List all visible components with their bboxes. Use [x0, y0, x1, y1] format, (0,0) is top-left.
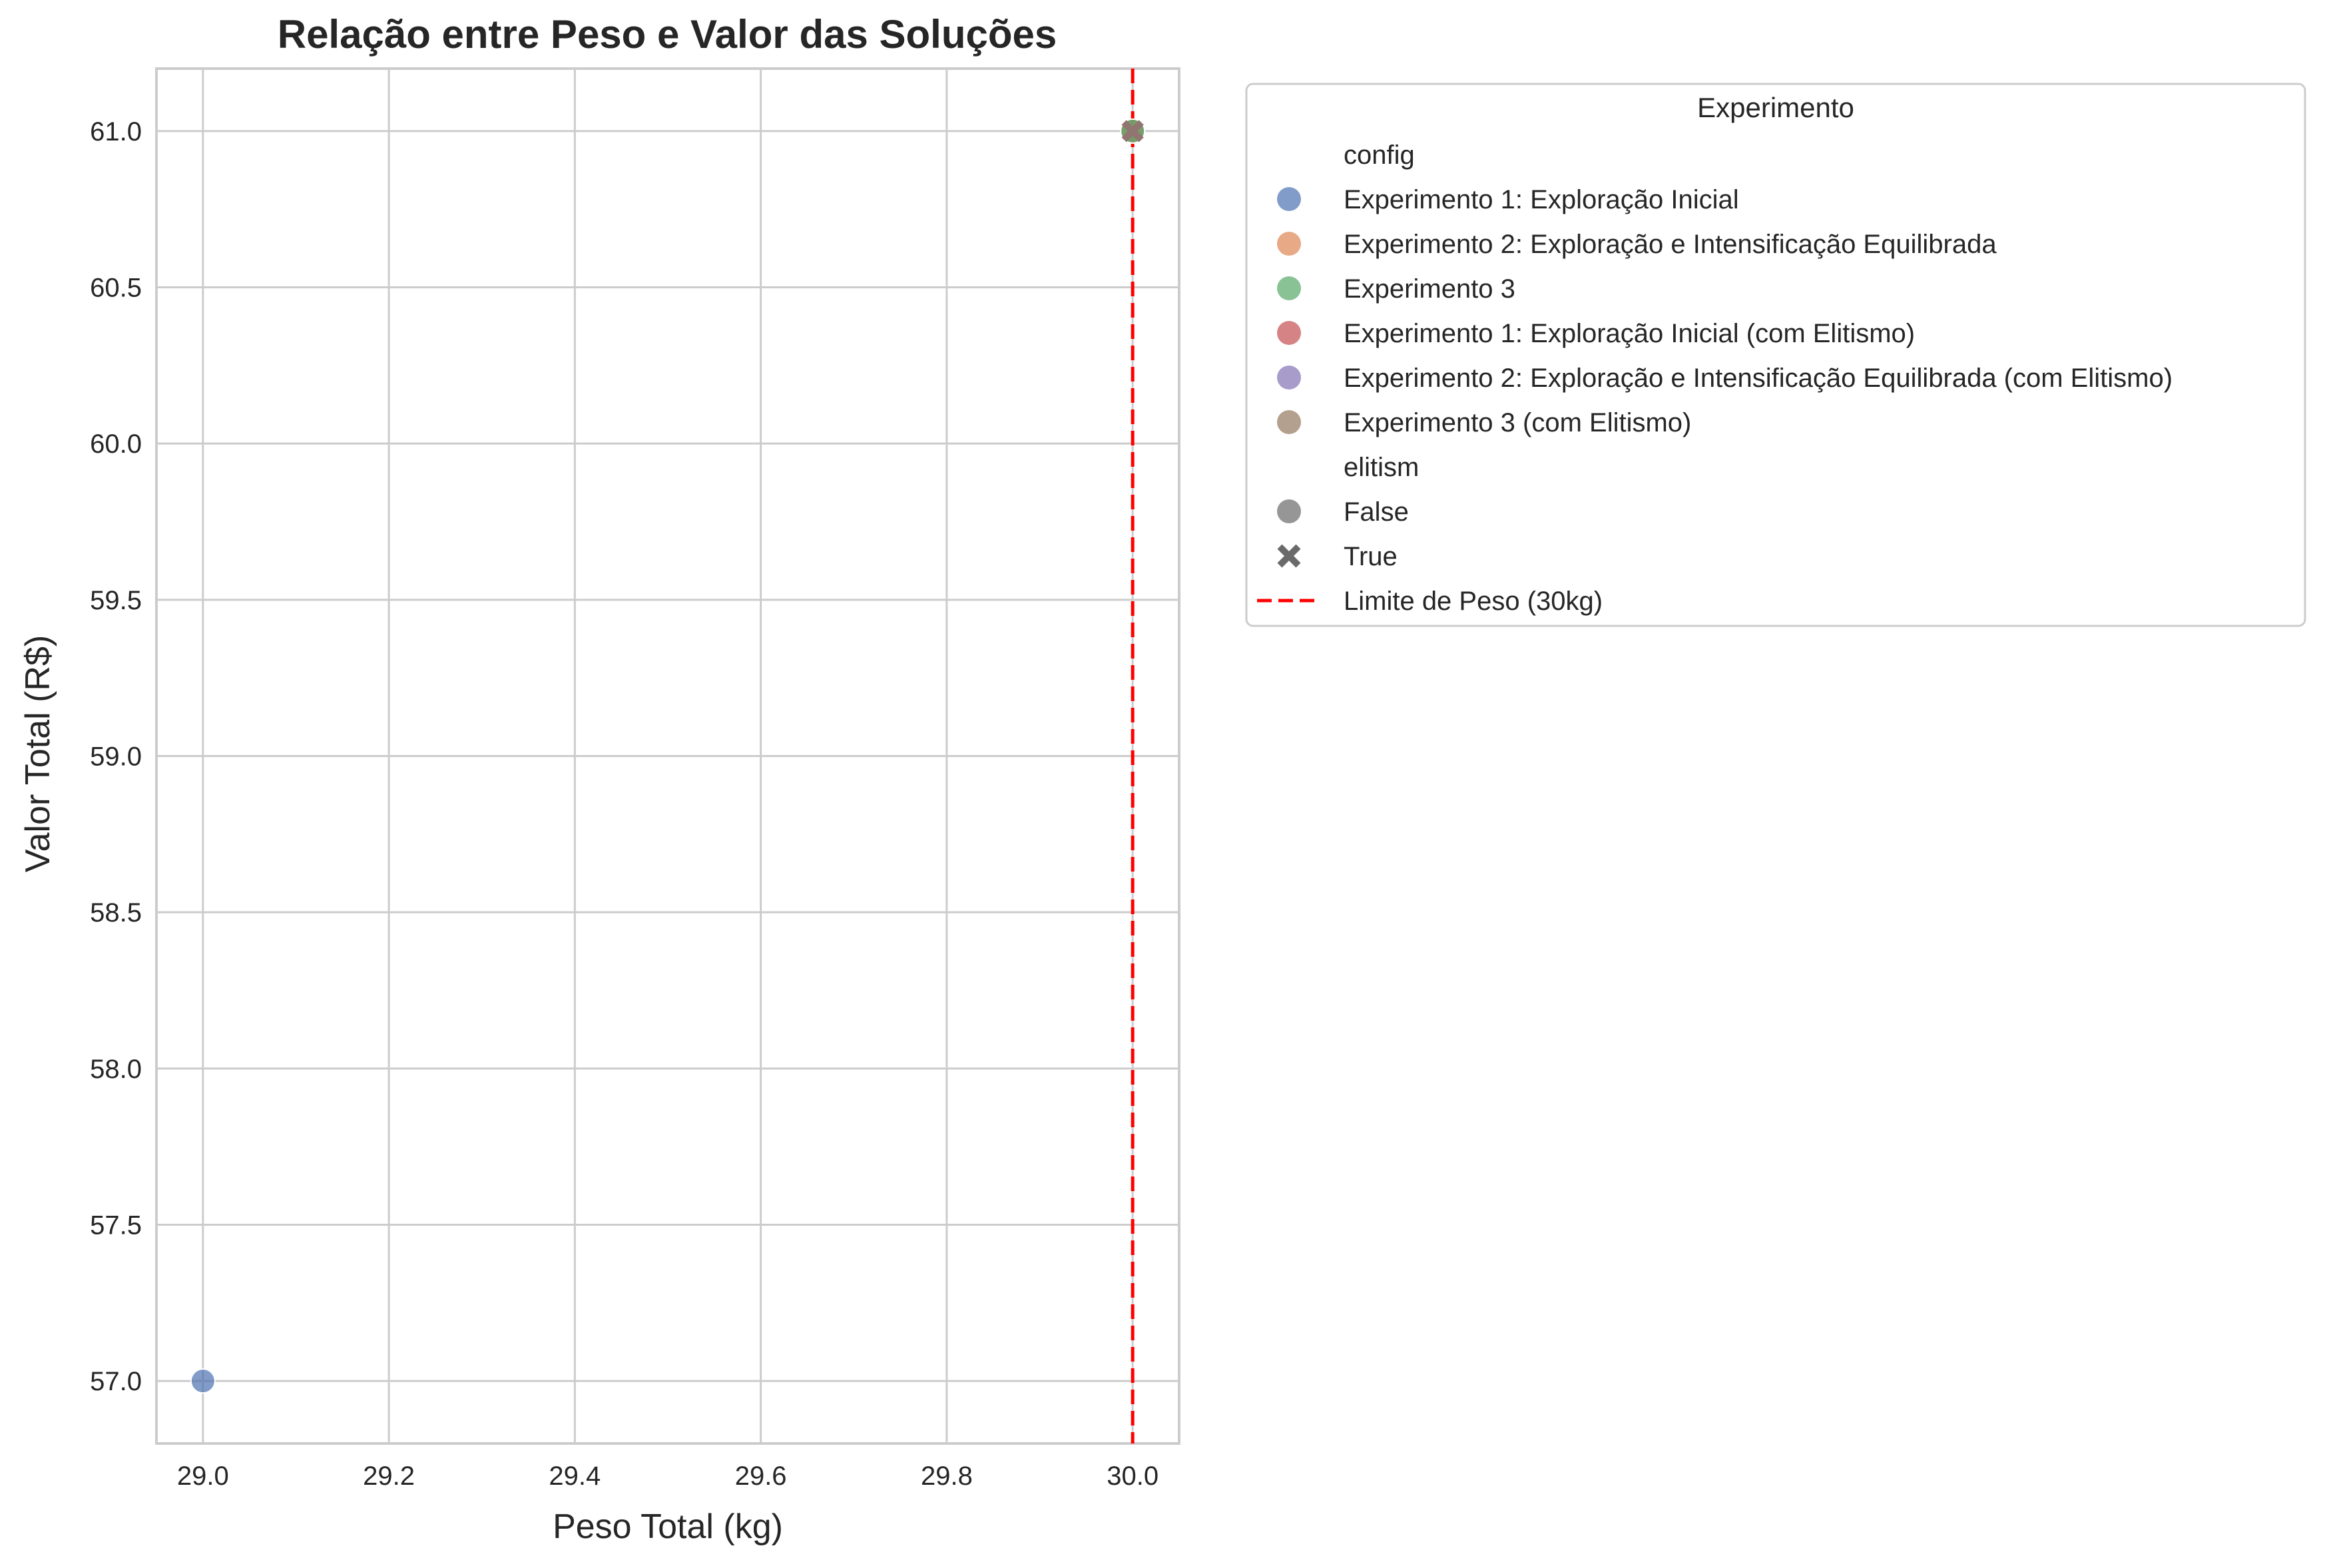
legend-marker: [1277, 187, 1301, 211]
legend-item: Experimento 3 (com Elitismo): [1277, 408, 1691, 437]
legend-marker: [1277, 410, 1301, 434]
legend-item: True: [1277, 542, 1398, 571]
x-tick-label: 29.2: [363, 1461, 415, 1491]
data-points: [190, 118, 1146, 1394]
legend-label: config: [1344, 140, 1415, 170]
legend-label: elitism: [1344, 453, 1419, 482]
legend-item: Limite de Peso (30kg): [1257, 587, 1603, 616]
x-tick-label: 29.0: [177, 1461, 229, 1491]
x-tick-label: 30.0: [1107, 1461, 1159, 1491]
legend-title: Experimento: [1697, 92, 1854, 123]
legend-marker: [1277, 321, 1301, 345]
y-tick-label: 59.5: [90, 586, 142, 615]
y-axis-label: Valor Total (R$): [19, 635, 57, 872]
legend-label: Experimento 3: [1344, 274, 1515, 304]
chart-title: Relação entre Peso e Valor das Soluções: [278, 12, 1057, 57]
legend-label: Experimento 1: Exploração Inicial (com E…: [1344, 319, 1915, 348]
grid: [156, 69, 1179, 1443]
legend-label: Experimento 3 (com Elitismo): [1344, 408, 1691, 437]
legend: Experimento config Experimento 1: Explora…: [1245, 83, 2306, 627]
legend-frame: [1245, 83, 2306, 627]
legend-label: Experimento 1: Exploração Inicial: [1344, 185, 1739, 214]
legend-item: Experimento 3: [1277, 274, 1515, 304]
legend-item: Experimento 1: Exploração Inicial: [1277, 185, 1739, 214]
x-tick-label: 29.8: [921, 1461, 973, 1491]
legend-marker: [1277, 276, 1301, 300]
legend-item: Experimento 2: Exploração e Intensificaç…: [1277, 230, 1997, 259]
y-tick-label: 58.5: [90, 898, 142, 927]
x-axis-label: Peso Total (kg): [553, 1507, 783, 1546]
x-tick-label: 29.6: [735, 1461, 787, 1491]
legend-label: Experimento 2: Exploração e Intensificaç…: [1344, 364, 2173, 393]
legend-marker: [1277, 544, 1301, 568]
y-tick-label: 60.0: [90, 429, 142, 459]
legend-label: False: [1344, 497, 1409, 527]
legend-section-title: config: [1344, 140, 1415, 170]
legend-marker: [1277, 366, 1301, 390]
plot-frame: [155, 67, 1180, 1445]
y-tick-label: 59.0: [90, 742, 142, 772]
y-tick-label: 58.0: [90, 1055, 142, 1084]
data-point: [190, 1368, 216, 1394]
y-tick-label: 57.0: [90, 1367, 142, 1396]
y-tick-label: 61.0: [90, 117, 142, 146]
legend-label: Experimento 2: Exploração e Intensificaç…: [1344, 230, 1997, 259]
y-tick-label: 57.5: [90, 1210, 142, 1240]
legend-entries: config Experimento 1: Exploração Inicial E…: [1257, 140, 2173, 616]
legend-item: Experimento 2: Exploração e Intensificaç…: [1277, 364, 2173, 393]
legend-item: False: [1277, 497, 1409, 527]
legend-item: Experimento 1: Exploração Inicial (com E…: [1277, 319, 1915, 348]
data-point: [1121, 120, 1144, 142]
legend-label: True: [1344, 542, 1398, 571]
y-tick-label: 60.5: [90, 274, 142, 303]
legend-marker: [1277, 499, 1301, 523]
legend-label: Limite de Peso (30kg): [1344, 587, 1603, 616]
x-tick-labels: 29.0 29.2 29.4 29.6 29.8 30.0: [177, 1461, 1159, 1491]
y-tick-labels: 57.0 57.5 58.0 58.5 59.0 59.5 60.0 60.5 61.0: [90, 117, 142, 1396]
x-tick-label: 29.4: [549, 1461, 601, 1491]
axes: [155, 67, 1180, 1445]
legend-section-title: elitism: [1344, 453, 1419, 482]
legend-marker: [1277, 232, 1301, 256]
